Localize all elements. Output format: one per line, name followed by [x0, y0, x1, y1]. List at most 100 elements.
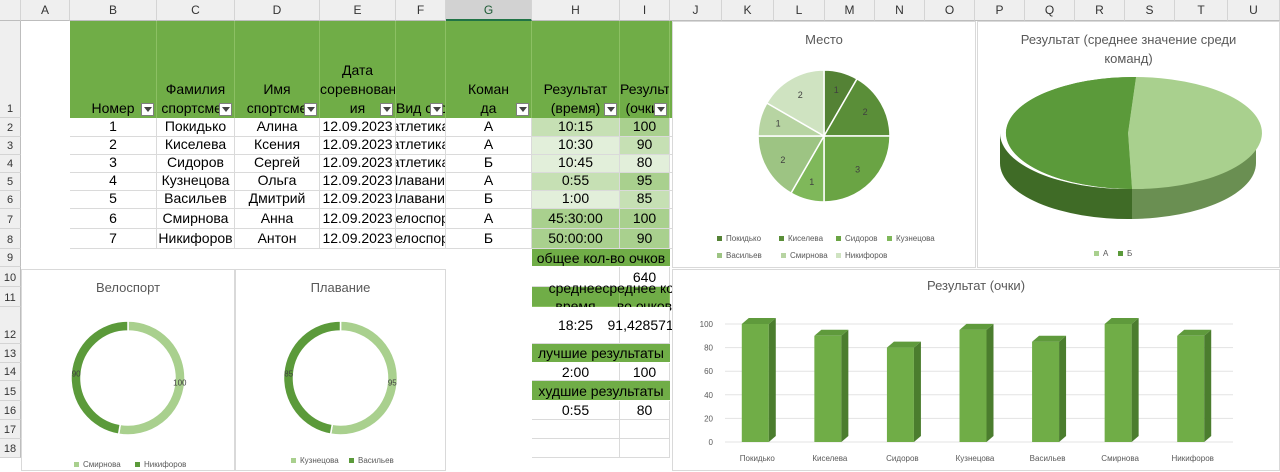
table-cell[interactable]: Кузнецова [157, 173, 235, 191]
bar[interactable] [959, 329, 987, 442]
row-header-13[interactable]: 13 [0, 344, 21, 363]
table-cell[interactable]: А [446, 209, 532, 229]
filter-dropdown-icon[interactable] [604, 103, 617, 116]
table-cell[interactable]: Плавание [396, 173, 446, 191]
table-cell[interactable]: 2 [70, 137, 157, 155]
column-header-j[interactable]: J [670, 0, 722, 21]
pie-slice[interactable] [822, 77, 891, 137]
bar[interactable] [1104, 324, 1132, 442]
row-header-16[interactable]: 16 [0, 401, 21, 420]
table-cell[interactable]: 80 [620, 155, 670, 173]
column-header-a[interactable]: A [21, 0, 70, 21]
table-cell[interactable]: Велоспорт [396, 229, 446, 249]
column-header-d[interactable]: D [235, 0, 320, 21]
table-cell[interactable]: 5 [70, 191, 157, 209]
row-header-9[interactable]: 9 [0, 249, 21, 267]
place-pie-chart[interactable]: Место 1 2 3 1 2 1 2 Покидько Киселева Сидоров Куз… [672, 21, 976, 268]
pie-slice[interactable] [1005, 76, 1136, 189]
cycling-doughnut-chart[interactable]: Велоспорт 100 90 Смирнова Никифоров [21, 269, 235, 471]
row-header-4[interactable]: 4 [0, 155, 21, 173]
table-cell[interactable]: 12.09.2023 [320, 229, 396, 249]
stats-cell[interactable]: 2:00 [532, 363, 620, 381]
table-header-cell[interactable]: Результат (очки) [620, 21, 670, 118]
table-header-cell[interactable]: Вид спор [396, 21, 446, 118]
column-header-t[interactable]: T [1175, 0, 1228, 21]
bar[interactable] [1032, 341, 1060, 442]
table-cell[interactable]: Сидоров [157, 155, 235, 173]
table-cell[interactable]: Антон [235, 229, 320, 249]
filter-dropdown-icon[interactable] [654, 103, 667, 116]
stats-cell[interactable] [620, 439, 670, 458]
table-cell[interactable]: Б [446, 155, 532, 173]
row-header-17[interactable]: 17 [0, 420, 21, 439]
row-header-8[interactable]: 8 [0, 229, 21, 249]
column-header-l[interactable]: L [774, 0, 825, 21]
column-header-g[interactable]: G [446, 0, 532, 21]
row-header-2[interactable]: 2 [0, 118, 21, 137]
table-cell[interactable]: 1:00 [532, 191, 620, 209]
table-cell[interactable]: 85 [620, 191, 670, 209]
column-header-f[interactable]: F [396, 0, 446, 21]
table-cell[interactable]: 1 [70, 118, 157, 137]
column-header-r[interactable]: R [1075, 0, 1125, 21]
column-header-m[interactable]: M [825, 0, 875, 21]
column-header-s[interactable]: S [1125, 0, 1175, 21]
table-cell[interactable]: 90 [620, 137, 670, 155]
row-header-14[interactable]: 14 [0, 363, 21, 381]
table-header-cell[interactable]: Дата соревнован ия [320, 21, 396, 118]
stats-cell[interactable]: 91,4285714 [608, 307, 681, 344]
table-cell[interactable]: Алина [235, 118, 320, 137]
table-cell[interactable]: 4 [70, 173, 157, 191]
table-cell[interactable]: Легкая атлетика [396, 118, 446, 137]
table-cell[interactable]: А [446, 118, 532, 137]
table-cell[interactable]: 50:00:00 [532, 229, 620, 249]
table-cell[interactable]: 0:55 [532, 173, 620, 191]
bar[interactable] [741, 324, 769, 442]
row-header-3[interactable]: 3 [0, 137, 21, 155]
table-cell[interactable]: 12.09.2023 [320, 155, 396, 173]
table-cell[interactable]: Сергей [235, 155, 320, 173]
stats-cell[interactable]: 80 [620, 401, 670, 420]
filter-dropdown-icon[interactable] [304, 103, 317, 116]
row-header-12[interactable]: 12 [0, 307, 21, 344]
row-header-6[interactable]: 6 [0, 191, 21, 209]
table-cell[interactable]: А [446, 137, 532, 155]
table-cell[interactable]: Покидько [157, 118, 235, 137]
doughnut-segment[interactable] [70, 320, 129, 436]
swimming-doughnut-chart[interactable]: Плавание 95 85 Кузнецова Васильев [235, 269, 446, 471]
table-cell[interactable]: 10:45 [532, 155, 620, 173]
table-cell[interactable]: Ксения [235, 137, 320, 155]
table-cell[interactable]: 95 [620, 173, 670, 191]
table-cell[interactable]: 12.09.2023 [320, 209, 396, 229]
table-cell[interactable]: 12.09.2023 [320, 191, 396, 209]
pie-slice[interactable] [765, 69, 825, 138]
doughnut-segment[interactable] [282, 320, 342, 436]
bar[interactable] [886, 347, 914, 442]
table-cell[interactable]: Смирнова [157, 209, 235, 229]
table-cell[interactable]: Ольга [235, 173, 320, 191]
table-cell[interactable]: Васильев [157, 191, 235, 209]
table-cell[interactable]: 10:15 [532, 118, 620, 137]
column-header-i[interactable]: I [620, 0, 670, 21]
column-header-n[interactable]: N [875, 0, 925, 21]
table-cell[interactable]: Дмитрий [235, 191, 320, 209]
column-header-c[interactable]: C [157, 0, 235, 21]
bar[interactable] [814, 335, 842, 442]
table-cell[interactable]: Киселева [157, 137, 235, 155]
row-header-10[interactable]: 10 [0, 267, 21, 287]
column-header-k[interactable]: K [722, 0, 774, 21]
table-cell[interactable]: 45:30:00 [532, 209, 620, 229]
team-average-pie-chart[interactable]: Результат (среднее значение среди команд… [977, 21, 1280, 268]
table-header-cell[interactable]: Имя спортсме [235, 21, 320, 118]
stats-cell[interactable] [620, 420, 670, 439]
stats-cell[interactable] [532, 420, 620, 439]
table-cell[interactable]: 100 [620, 118, 670, 137]
table-header-cell[interactable]: Результат (время) [532, 21, 620, 118]
column-header-u[interactable]: U [1228, 0, 1280, 21]
stats-cell[interactable]: 100 [620, 363, 670, 381]
table-cell[interactable]: Б [446, 191, 532, 209]
filter-dropdown-icon[interactable] [141, 103, 154, 116]
table-cell[interactable]: 6 [70, 209, 157, 229]
points-bar-chart[interactable]: Результат (очки) 0 20 40 60 80 100 Покидько Кис… [672, 269, 1280, 471]
row-header-1[interactable]: 1 [0, 21, 21, 118]
